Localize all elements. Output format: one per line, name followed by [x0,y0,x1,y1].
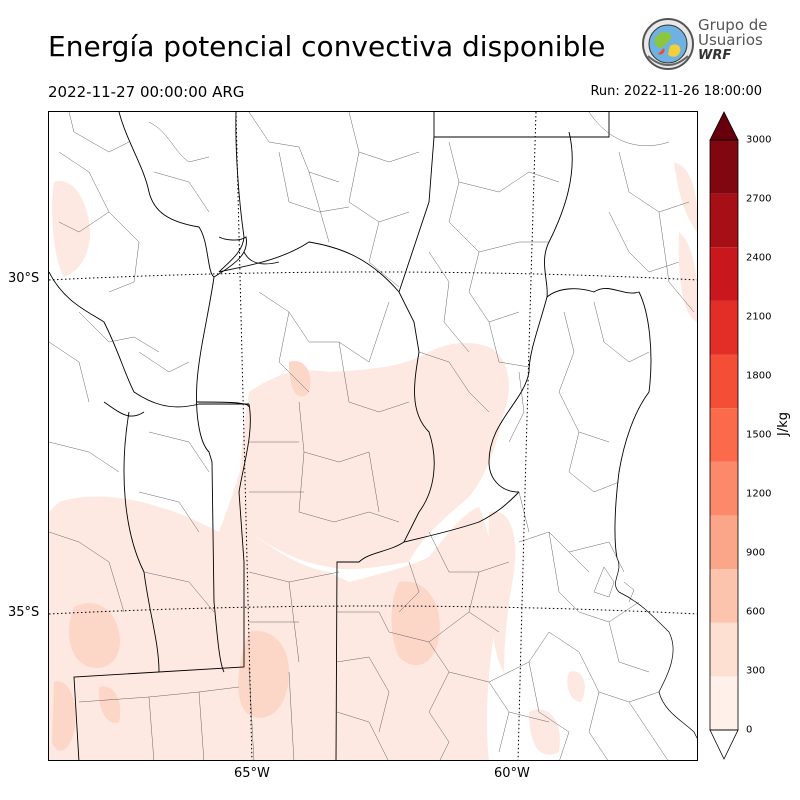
colorbar-tick-label: 1800 [746,370,772,382]
graticule [49,112,697,760]
lon-label-65w: 65°W [234,766,270,781]
lon-label-60w: 60°W [494,766,530,781]
lat-label-35s: 35°S [8,605,40,620]
colorbar-unit-label: J/kg [776,412,791,436]
colorbar-segment [710,408,738,462]
colorbar-segments [710,140,738,730]
colorbar-outline [709,139,739,731]
colorbar-segment [710,247,738,301]
coastline [615,557,697,739]
province-borders [49,112,652,760]
colorbar-segment [710,193,738,248]
colorbar-tick-label: 1500 [746,429,772,441]
colorbar-segment [710,300,738,355]
department-borders [49,112,695,760]
grupo-usuarios-wrf-logo: Grupo de Usuarios WRF [640,16,770,72]
logo-line-3: WRF [698,48,732,63]
cape-map-svg [49,112,697,760]
colorbar-tick-label: 2700 [746,193,772,205]
cape-shading-low [49,162,697,760]
colorbar [709,111,739,760]
map-canvas[interactable] [48,111,698,761]
colorbar-segment [710,515,738,570]
run-time: Run: 2022-11-26 18:00:00 [590,84,762,99]
colorbar-segment [710,354,738,409]
lat-label-30s: 30°S [8,271,40,286]
colorbar-extend-max [709,111,739,141]
logo-line-1: Grupo de [698,16,768,34]
colorbar-tick-label: 1200 [746,488,772,500]
colorbar-tick-label: 2400 [746,252,772,264]
colorbar-segment [710,569,738,623]
globe-icon [642,18,694,70]
colorbar-tick-label: 900 [746,547,766,559]
colorbar-segment [710,140,738,194]
logo-line-2: Usuarios [698,31,763,49]
colorbar-tick-label: 3000 [746,134,772,146]
colorbar-tick-label: 600 [746,606,766,618]
colorbar-tick-label: 0 [746,724,753,736]
colorbar-tick-label: 300 [746,665,766,677]
colorbar-segment [710,676,738,730]
colorbar-segment [710,461,738,516]
colorbar-tick-label: 2100 [746,311,772,323]
cape-shading-mid [52,361,440,751]
colorbar-extend-min [709,729,739,760]
map-title: Energía potencial convectiva disponible [48,30,606,63]
colorbar-segment [710,622,738,677]
valid-time: 2022-11-27 00:00:00 ARG [48,83,245,101]
